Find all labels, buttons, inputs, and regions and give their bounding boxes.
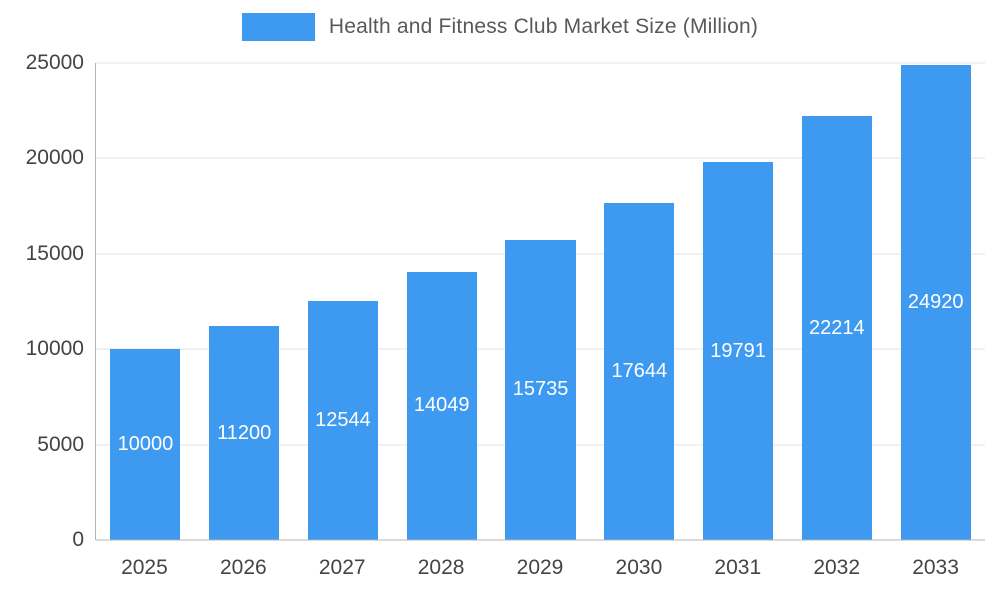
bar-column: 11200: [195, 63, 294, 540]
bar-value-label: 10000: [117, 433, 174, 456]
x-tick-label: 2030: [615, 556, 663, 579]
bar-value-label: 24920: [907, 290, 964, 313]
bar: 24920: [900, 64, 971, 540]
bar-value-label: 12544: [315, 408, 371, 431]
bar: 22214: [801, 116, 872, 540]
bar-column: 15735: [491, 63, 590, 540]
bar: 19791: [703, 162, 774, 540]
y-tick-label: 25000: [25, 51, 84, 74]
x-tick-label: 2027: [318, 556, 366, 579]
bar: 11200: [209, 326, 280, 540]
plot-area: 10000 11200 12544 14049 15735 17644 19791 22214…: [26, 51, 985, 551]
y-tick-label: 10000: [25, 337, 84, 361]
plot-wrap: 10000 11200 12544 14049 15735 17644 19791 22214…: [26, 51, 985, 579]
chart-title: Health and Fitness Club Market Size (Mil…: [328, 15, 759, 38]
x-tick-label: 2026: [219, 556, 267, 579]
bar-column: 22214: [787, 63, 886, 540]
bar-column: 17644: [590, 63, 689, 540]
bar-value-label: 11200: [217, 421, 272, 444]
gridline: [96, 157, 985, 159]
bar: 10000: [110, 349, 181, 540]
bars-group: 10000 11200 12544 14049 15735 17644 19791 22214…: [96, 63, 985, 540]
bar-value-label: 14049: [413, 394, 470, 417]
bar-value-label: 19791: [710, 339, 766, 362]
y-tick-label: 5000: [37, 432, 84, 456]
x-tick-label: 2025: [121, 556, 168, 579]
gridline: [96, 539, 985, 541]
bar-value-label: 17644: [611, 360, 668, 383]
x-tick-label: 2029: [516, 556, 564, 579]
bar: 14049: [406, 271, 477, 540]
legend-swatch: [241, 13, 315, 41]
bar: 12544: [307, 300, 379, 540]
bar-value-label: 22214: [809, 316, 865, 339]
bar-column: 12544: [294, 63, 393, 540]
x-axis: 2025 2026 2027 2028 2029 2030 2031 2032 2033: [95, 540, 985, 580]
gridline: [96, 62, 985, 64]
bar-column: 19791: [689, 63, 788, 540]
bar: 17644: [604, 203, 675, 540]
bar-column: 24920: [886, 63, 985, 540]
chart-legend: Health and Fitness Club Market Size (Mil…: [0, 13, 1000, 41]
bar-column: 10000: [96, 63, 195, 540]
y-tick-label: 0: [72, 528, 84, 551]
bar-column: 14049: [392, 63, 491, 540]
x-tick-label: 2031: [714, 556, 762, 579]
bar-value-label: 15735: [512, 378, 569, 401]
x-tick-label: 2032: [813, 556, 861, 579]
x-tick-label: 2033: [912, 556, 959, 579]
bar: 15735: [505, 239, 576, 540]
y-tick-label: 15000: [25, 241, 84, 265]
x-tick-label: 2028: [417, 556, 465, 579]
y-tick-label: 20000: [25, 146, 84, 170]
